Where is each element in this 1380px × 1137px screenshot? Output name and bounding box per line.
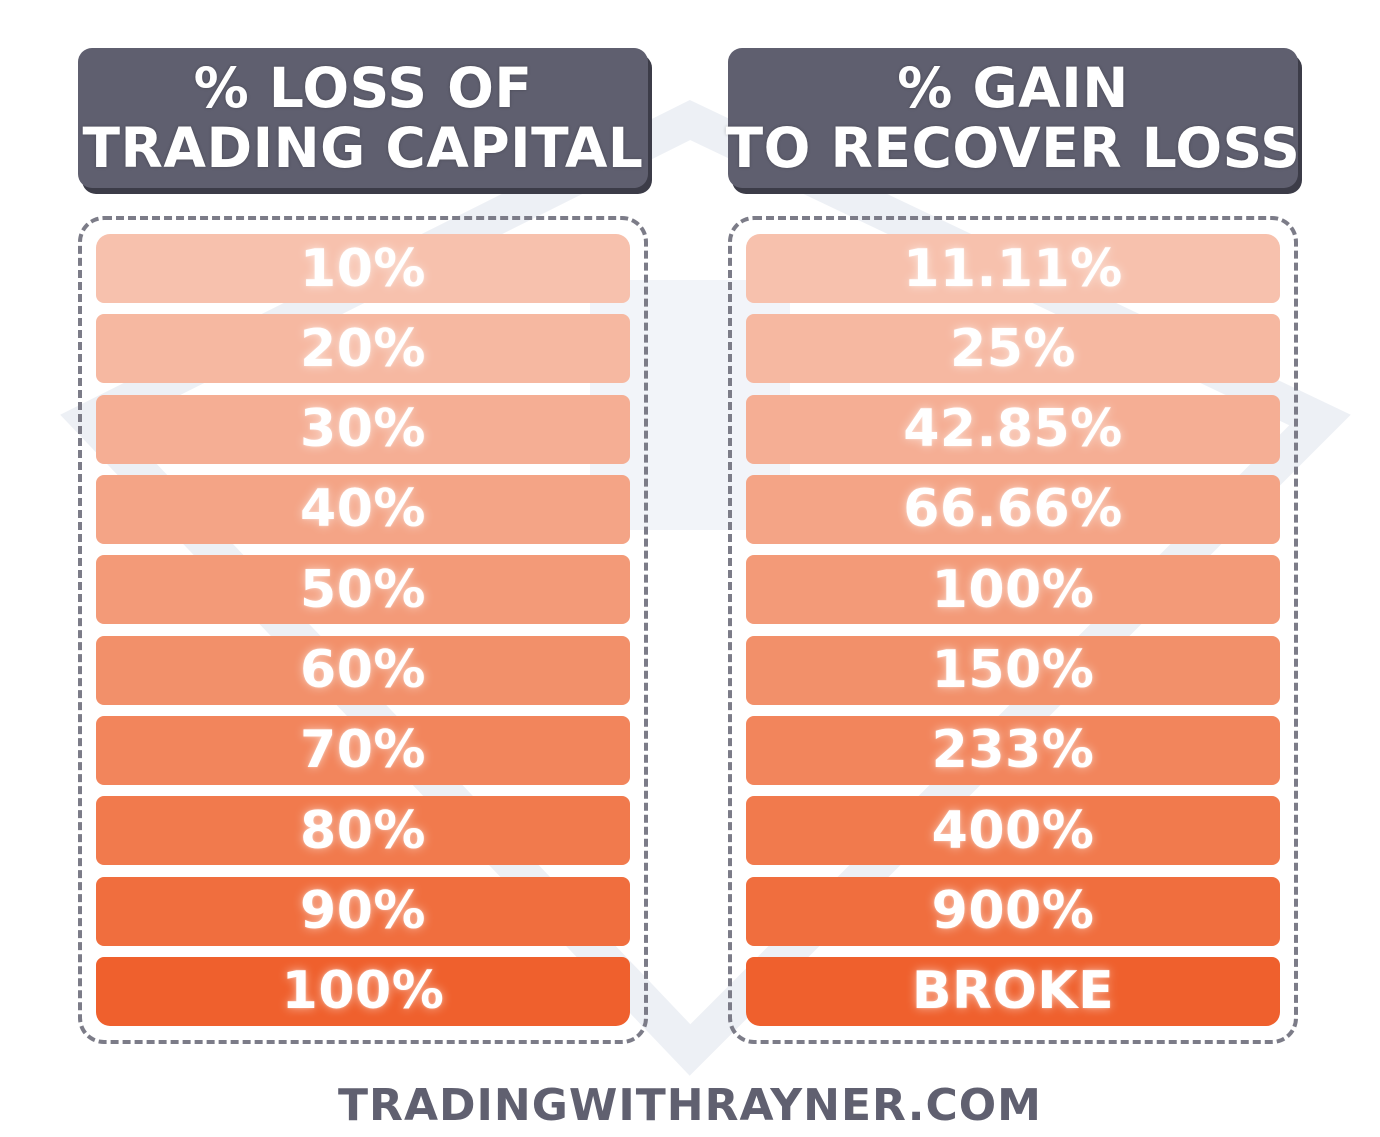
loss-row: 60%: [96, 635, 630, 705]
loss-header-line1: % LOSS OF: [193, 56, 533, 120]
gain-row: 150%: [746, 635, 1280, 705]
loss-row: 30%: [96, 394, 630, 464]
loss-column: % LOSS OF TRADING CAPITAL 10% 20% 30% 40…: [78, 48, 648, 1044]
loss-list: 10% 20% 30% 40% 50% 60% 70% 80% 90% 100%: [78, 216, 648, 1044]
loss-row: 20%: [96, 314, 630, 384]
gain-row: 66.66%: [746, 474, 1280, 544]
site-url: TRADINGWITHRAYNER.COM: [338, 1080, 1042, 1131]
gain-row: BROKE: [746, 956, 1280, 1026]
gain-row: 11.11%: [746, 234, 1280, 303]
gain-row: 42.85%: [746, 394, 1280, 464]
gain-row: 25%: [746, 314, 1280, 384]
gain-column-header: % GAIN TO RECOVER LOSS: [725, 48, 1301, 188]
loss-row: 80%: [96, 796, 630, 866]
gain-row: 900%: [746, 876, 1280, 946]
gain-row: 400%: [746, 796, 1280, 866]
gain-header-line2: TO RECOVER LOSS: [725, 116, 1301, 180]
loss-row: 90%: [96, 876, 630, 946]
loss-row: 50%: [96, 555, 630, 625]
loss-column-header: % LOSS OF TRADING CAPITAL: [78, 48, 648, 188]
loss-row: 10%: [96, 234, 630, 303]
loss-row: 100%: [96, 956, 630, 1026]
loss-header-line2: TRADING CAPITAL: [82, 116, 644, 180]
gain-row: 100%: [746, 555, 1280, 625]
gain-list: 11.11% 25% 42.85% 66.66% 100% 150% 233% …: [728, 216, 1298, 1044]
loss-row: 70%: [96, 715, 630, 785]
gain-column: % GAIN TO RECOVER LOSS 11.11% 25% 42.85%…: [725, 48, 1301, 1044]
gain-row: 233%: [746, 715, 1280, 785]
loss-row: 40%: [96, 474, 630, 544]
gain-header-line1: % GAIN: [897, 56, 1129, 120]
